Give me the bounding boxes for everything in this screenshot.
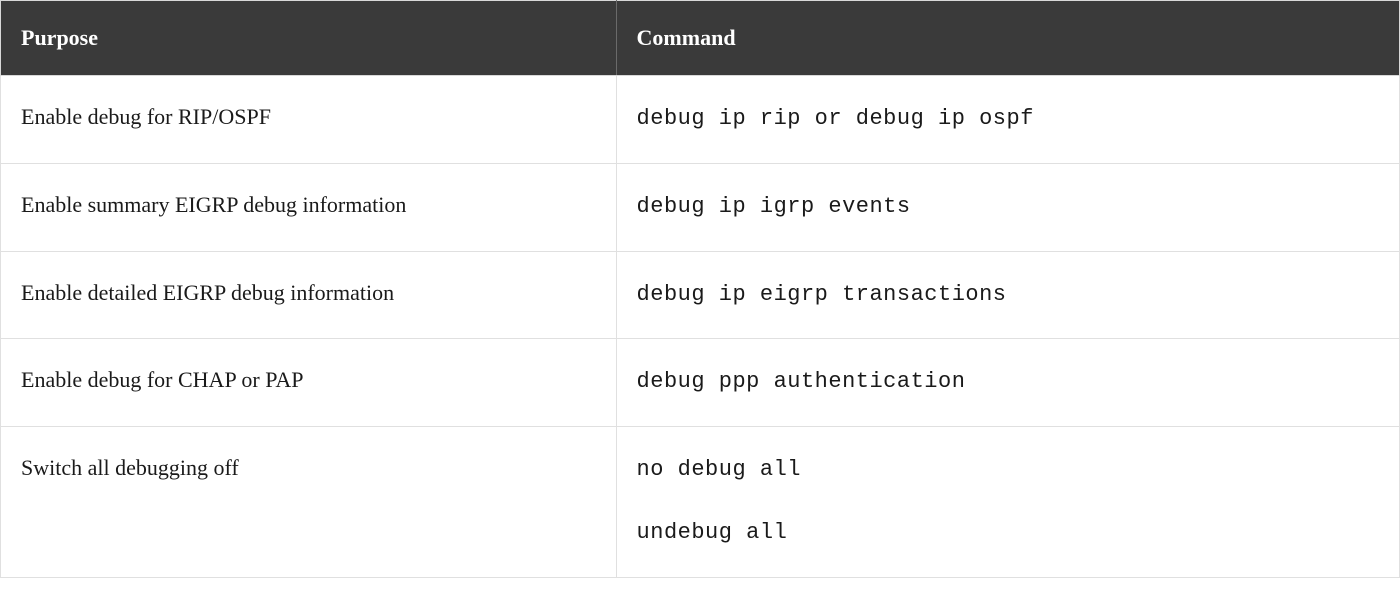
command-text: no debug all (637, 455, 1379, 486)
column-header-purpose: Purpose (1, 1, 617, 76)
table-row: Enable summary EIGRP debug information d… (1, 163, 1400, 251)
command-cell: no debug all undebug all (616, 427, 1399, 578)
table-row: Switch all debugging off no debug all un… (1, 427, 1400, 578)
command-text: debug ip rip or debug ip ospf (637, 104, 1379, 135)
command-text: undebug all (637, 518, 1379, 549)
table-row: Enable debug for CHAP or PAP debug ppp a… (1, 339, 1400, 427)
table-header-row: Purpose Command (1, 1, 1400, 76)
table-row: Enable detailed EIGRP debug information … (1, 251, 1400, 339)
command-text: debug ip eigrp transactions (637, 280, 1379, 311)
command-cell: debug ip igrp events (616, 163, 1399, 251)
command-text: debug ppp authentication (637, 367, 1379, 398)
command-cell: debug ip eigrp transactions (616, 251, 1399, 339)
command-cell: debug ppp authentication (616, 339, 1399, 427)
column-header-command: Command (616, 1, 1399, 76)
purpose-cell: Switch all debugging off (1, 427, 617, 578)
purpose-cell: Enable detailed EIGRP debug information (1, 251, 617, 339)
command-cell: debug ip rip or debug ip ospf (616, 76, 1399, 164)
purpose-cell: Enable summary EIGRP debug information (1, 163, 617, 251)
purpose-cell: Enable debug for RIP/OSPF (1, 76, 617, 164)
purpose-cell: Enable debug for CHAP or PAP (1, 339, 617, 427)
table-row: Enable debug for RIP/OSPF debug ip rip o… (1, 76, 1400, 164)
command-text: debug ip igrp events (637, 192, 1379, 223)
debug-commands-table: Purpose Command Enable debug for RIP/OSP… (0, 0, 1400, 578)
